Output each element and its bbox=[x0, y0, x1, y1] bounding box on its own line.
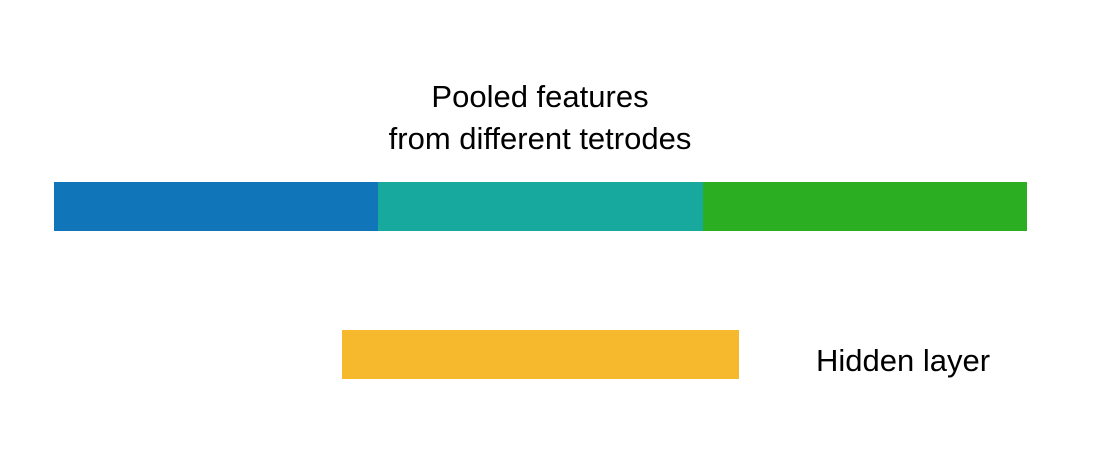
pooled-features-title-line2: from different tetrodes bbox=[388, 121, 692, 156]
hidden-layer-label: Hidden layer bbox=[816, 343, 991, 378]
pooled-features-bar bbox=[54, 182, 1027, 231]
pooled-features-label: Pooled features from different tetrodes bbox=[340, 76, 740, 160]
tetrode-segment-2 bbox=[378, 182, 703, 231]
tetrode-segment-1 bbox=[54, 182, 379, 231]
hidden-layer-bar bbox=[342, 330, 739, 379]
tetrode-segment-3 bbox=[702, 182, 1027, 231]
pooled-features-title-line1: Pooled features bbox=[431, 79, 649, 114]
